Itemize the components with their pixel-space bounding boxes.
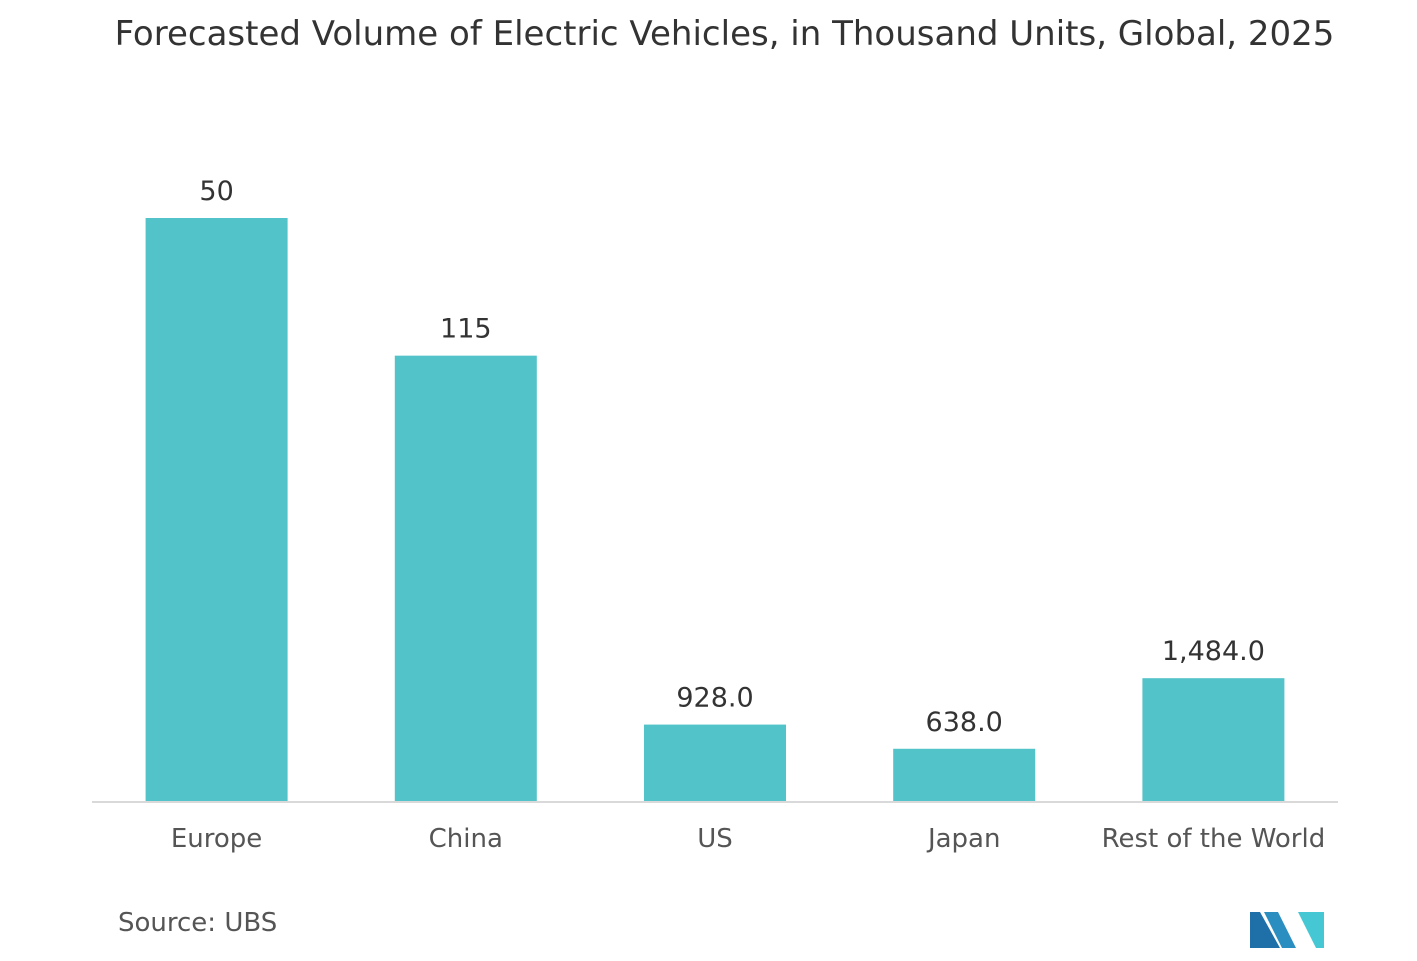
tick-label: Rest of the World: [1102, 824, 1326, 854]
logo-right-shape: [1298, 912, 1324, 948]
tick-labels-group: Europe China US Japan Rest of the World: [171, 824, 1325, 854]
value-label: 1,484.0: [1162, 636, 1265, 667]
mordor-logo-icon: [1250, 912, 1324, 948]
value-label: 50: [199, 176, 233, 207]
bar-rest-of-the-world: [1142, 678, 1285, 802]
value-label: 115: [440, 314, 492, 345]
logo-middle-shape: [1264, 912, 1296, 948]
bar-japan: [893, 748, 1036, 802]
value-labels-group: 50 115 928.0 638.0 1,484.0: [199, 176, 1265, 738]
value-label: 928.0: [676, 683, 753, 714]
source-note: Source: UBS: [118, 908, 278, 938]
bar-china: [394, 355, 537, 802]
bar-europe: [145, 218, 288, 802]
tick-label: US: [697, 824, 733, 854]
bar-us: [644, 724, 786, 802]
value-label: 638.0: [926, 707, 1003, 738]
bars-group: [145, 218, 1285, 802]
tick-label: Europe: [171, 824, 262, 854]
tick-label: China: [429, 824, 503, 854]
bar-chart: 50 115 928.0 638.0 1,484.0 Europe China US Japa…: [92, 176, 1338, 854]
tick-label: Japan: [926, 824, 1001, 854]
logo-left-shape: [1250, 912, 1280, 948]
chart-title: Forecasted Volume of Electric Vehicles, …: [114, 14, 1335, 54]
